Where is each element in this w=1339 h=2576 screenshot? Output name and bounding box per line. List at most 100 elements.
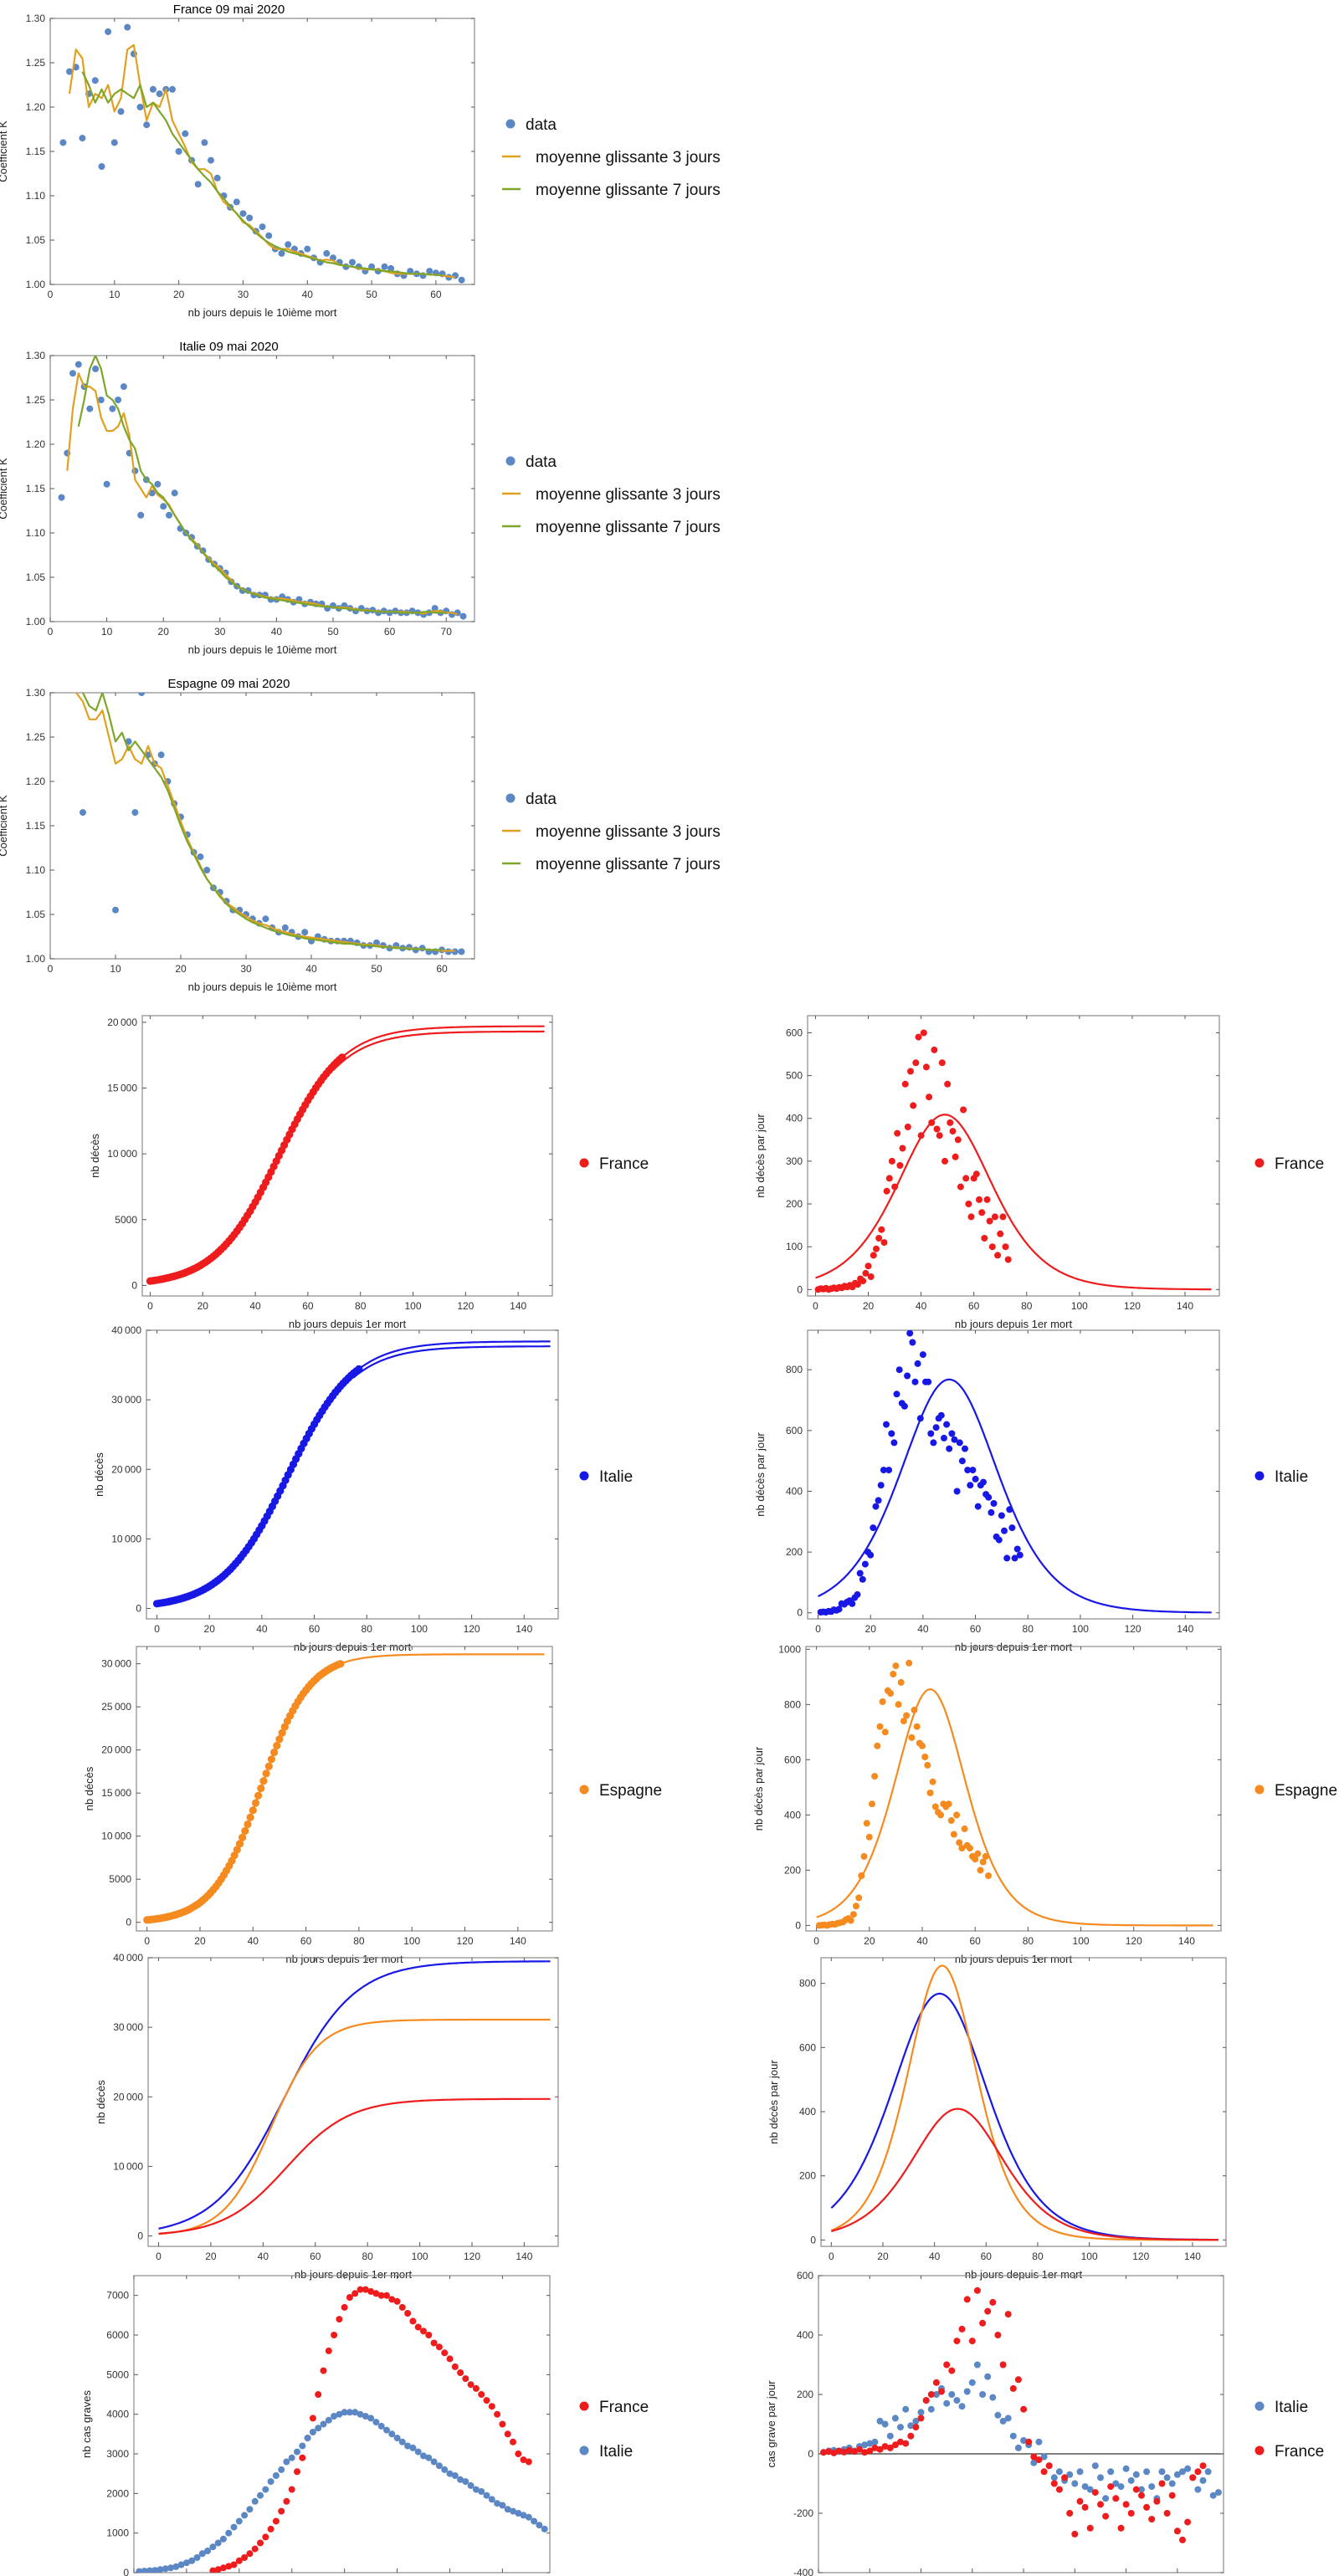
x-tick-label: 20 xyxy=(173,289,185,300)
data-point xyxy=(265,232,273,239)
data-point xyxy=(467,2481,475,2489)
plot-area xyxy=(59,23,465,284)
y-tick-label: 200 xyxy=(784,1864,801,1876)
data-point xyxy=(907,2432,915,2440)
x-tick: 60 xyxy=(384,356,396,638)
data-point xyxy=(902,2405,910,2413)
y-tick: 0 xyxy=(136,1603,558,1615)
x-tick-label: 60 xyxy=(430,289,442,300)
data-point xyxy=(478,2391,485,2398)
data-point xyxy=(239,210,247,218)
data-point xyxy=(115,397,122,403)
legend-marker xyxy=(1254,2445,1265,2456)
data-point xyxy=(1045,2462,1053,2470)
y-tick-label: 1.25 xyxy=(26,731,46,743)
y-tick: 40 000 xyxy=(111,1324,558,1336)
series-line xyxy=(158,1960,551,2230)
data-point xyxy=(194,181,202,188)
y-tick-label: 0 xyxy=(808,2448,813,2460)
y-tick-label: 200 xyxy=(797,2389,813,2400)
x-tick: 100 xyxy=(1081,1958,1098,2262)
data-point xyxy=(968,2338,976,2345)
data-point xyxy=(288,2454,295,2461)
data-point xyxy=(156,90,163,98)
y-tick: 1.00 xyxy=(26,279,475,290)
y-axis-label: nb cas graves xyxy=(80,2390,93,2458)
data-point xyxy=(1097,2501,1104,2508)
data-point xyxy=(913,1723,921,1730)
x-tick: 30 xyxy=(238,18,249,300)
data-point xyxy=(876,2417,884,2425)
x-tick: 50 xyxy=(1074,2276,1075,2573)
x-tick-label: 20 xyxy=(194,1935,206,1947)
x-tick: 0 xyxy=(813,1016,818,1312)
data-point xyxy=(907,2422,915,2430)
x-axis-label: nb jours depuis 1er mort xyxy=(289,1318,407,1330)
data-point xyxy=(315,2391,322,2398)
data-point xyxy=(381,263,388,270)
data-point xyxy=(241,2512,249,2519)
data-point xyxy=(954,1136,962,1144)
y-tick-label: 0 xyxy=(123,2567,129,2576)
data-point xyxy=(1199,2462,1207,2470)
x-tick: 60 xyxy=(309,1330,321,1635)
data-point xyxy=(956,1439,963,1447)
data-point xyxy=(105,28,112,35)
data-point xyxy=(351,2409,359,2416)
data-point xyxy=(1016,1551,1023,1559)
legend-item: data xyxy=(505,791,557,808)
chart-k-italie: Italie 09 mai 2020 0 10 20 30 40 50 60 70 1.00 1.0… xyxy=(0,340,475,656)
data-point xyxy=(953,1488,961,1495)
y-tick: 300 xyxy=(786,1155,1219,1167)
legend-item: France xyxy=(1254,2443,1324,2461)
data-point xyxy=(341,2409,348,2416)
x-tick: 40 xyxy=(916,1016,927,1312)
data-point xyxy=(1143,2468,1151,2476)
legend-label: data xyxy=(526,453,557,471)
y-tick-label: 5000 xyxy=(115,1214,137,1226)
x-tick: 100 xyxy=(403,1646,421,1947)
data-point xyxy=(895,1701,902,1708)
x-tick: 20 xyxy=(204,1330,215,1635)
legend-label: data xyxy=(526,791,557,808)
data-point xyxy=(897,2424,904,2431)
data-point xyxy=(922,1063,930,1071)
data-point xyxy=(835,2447,843,2455)
data-point xyxy=(937,1411,945,1419)
plot-frame xyxy=(136,1646,553,1932)
x-axis-label: nb jours depuis le 10ième mort xyxy=(188,643,337,656)
series-line xyxy=(82,693,442,951)
y-tick-label: 1.10 xyxy=(26,190,46,202)
data-point xyxy=(357,2410,364,2418)
plot-frame xyxy=(147,1957,559,2247)
chart-k-france: France 09 mai 2020 0 10 20 30 40 50 60 1.00 1.05 1… xyxy=(0,3,475,319)
data-point xyxy=(867,1551,875,1559)
y-tick-label: 40 000 xyxy=(113,1952,143,1964)
x-tick: 20 xyxy=(877,1958,889,2262)
data-point xyxy=(972,1170,980,1178)
data-point xyxy=(80,809,86,817)
x-tick: 40 xyxy=(249,1016,261,1312)
legend-item: Italie xyxy=(579,1468,633,1486)
y-tick-label: 4000 xyxy=(106,2409,129,2420)
data-point xyxy=(860,1852,868,1860)
data-point xyxy=(983,1196,991,1203)
data-point xyxy=(973,2287,981,2294)
data-point xyxy=(372,2419,380,2426)
data-point xyxy=(1086,2524,1094,2532)
data-point xyxy=(58,494,65,501)
data-point xyxy=(346,2294,353,2301)
legend-label: moyenne glissante 7 jours xyxy=(536,856,721,873)
data-point xyxy=(124,23,131,31)
x-tick: 20 xyxy=(921,2276,922,2573)
legend-daily-france: France xyxy=(1254,1155,1324,1173)
legend-k-espagne: data moyenne glissante 3 jours moyenne gli… xyxy=(502,791,721,873)
data-point xyxy=(1102,2512,1110,2520)
data-point xyxy=(988,1243,996,1251)
x-tick: 0 xyxy=(48,693,54,975)
x-tick-label: 40 xyxy=(916,1935,928,1947)
plot-frame xyxy=(49,18,475,285)
x-axis-label: nb jours depuis 1er mort xyxy=(965,2268,1083,2281)
legend-item: moyenne glissante 7 jours xyxy=(502,182,721,199)
